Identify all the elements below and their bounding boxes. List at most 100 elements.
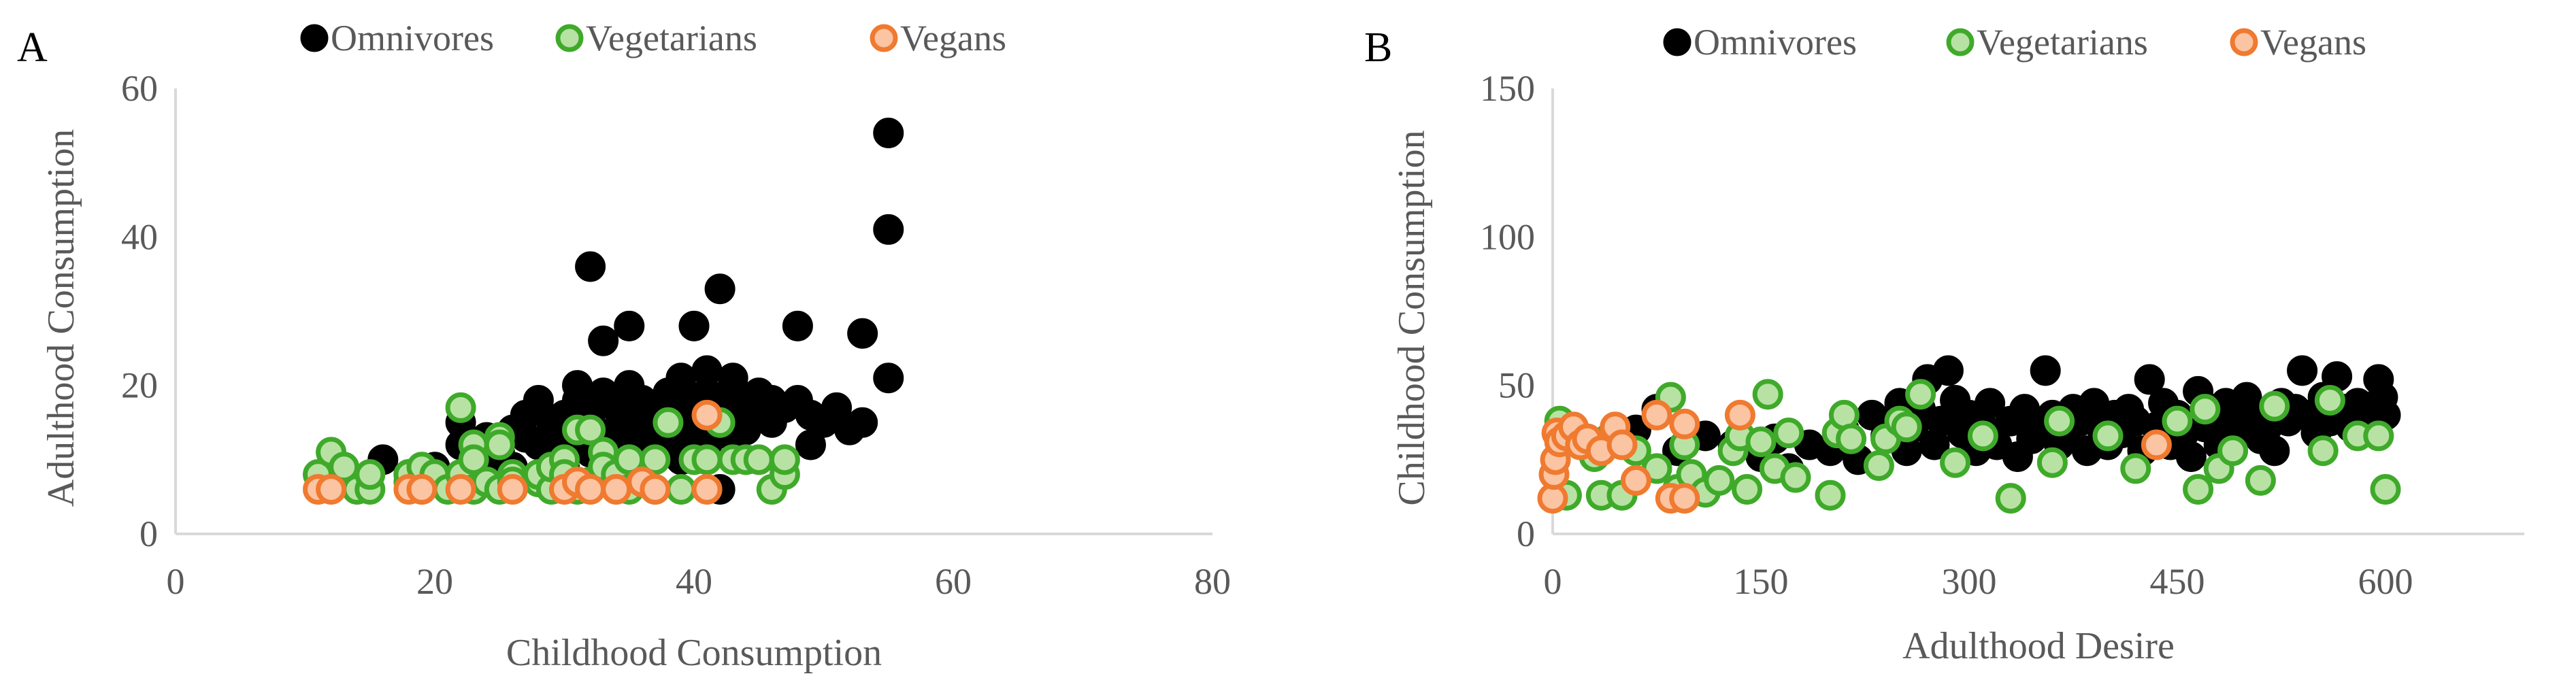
omnivores-point: [575, 251, 606, 282]
x-tick-label: 80: [1194, 561, 1231, 602]
omnivores-point: [2175, 441, 2207, 472]
vegans-point: [316, 474, 347, 505]
omnivores-point: [873, 214, 904, 245]
vegetarians-point: [484, 429, 515, 460]
vegetarians-point: [2363, 420, 2394, 452]
omnivores-point: [704, 273, 736, 305]
legend-label-vegans: Vegans: [2260, 22, 2366, 63]
vegetarians-point: [354, 459, 386, 490]
vegetarians-point: [1836, 423, 1867, 454]
vegetarians-point: [1704, 465, 1735, 496]
y-tick-label: 60: [121, 68, 158, 109]
x-tick-label: 0: [1544, 561, 1562, 602]
points-a: [303, 118, 904, 505]
omnivores-point: [873, 363, 904, 394]
x-tick-label: 60: [935, 561, 972, 602]
omnivores-point: [523, 385, 554, 416]
y-tick-label: 40: [121, 216, 158, 257]
vegans-point: [1669, 483, 1700, 514]
panel-b: B Omnivores Vegetarians Vegans 0 150 300 450 6…: [1364, 22, 2524, 667]
vegans-point: [2141, 429, 2172, 460]
vegetarians-point: [1967, 420, 1998, 452]
x-tick-label: 20: [416, 561, 453, 602]
x-tick-label: 450: [2150, 561, 2205, 602]
omnivores-point: [2259, 435, 2290, 467]
legend-marker-vegetarians: [555, 24, 584, 52]
vegans-point: [575, 474, 606, 505]
panel-a: A Omnivores Vegetarians Vegans 0 20 40 60 80 0 2…: [17, 18, 1231, 674]
vegetarians-point: [640, 444, 671, 475]
x-tick-label: 600: [2358, 561, 2413, 602]
x-tick-label: 150: [1734, 561, 1789, 602]
vegetarians-point: [769, 444, 800, 475]
panel-b-letter: B: [1364, 24, 1392, 71]
x-tick-label: 0: [167, 561, 185, 602]
vegans-point: [1620, 465, 1651, 496]
legend-marker-omnivores: [300, 24, 329, 52]
y-tick-label: 50: [1498, 365, 1535, 406]
vegetarians-point: [2190, 394, 2221, 425]
omnivores-point: [2030, 355, 2061, 386]
legend-marker-vegans: [870, 24, 898, 52]
legend-marker-omnivores: [1663, 28, 1691, 56]
ticks-a: 0 20 40 60 80 0 20 40 60: [121, 68, 1231, 602]
vegetarians-point: [2036, 447, 2068, 478]
vegans-point: [445, 474, 476, 505]
vegetarians-point: [665, 474, 697, 505]
omnivores-point: [847, 318, 878, 349]
vegetarians-point: [1905, 379, 1936, 410]
omnivores-point: [873, 118, 904, 148]
y-axis-label-a: Adulthood Consumption: [40, 129, 82, 507]
vegetarians-point: [2120, 453, 2151, 484]
legend-label-vegetarians: Vegetarians: [586, 18, 757, 58]
vegetarians-point: [1863, 450, 1894, 482]
x-axis-label-b: Adulthood Desire: [1902, 625, 2175, 667]
vegetarians-point: [691, 444, 723, 475]
vegetarians-point: [2092, 420, 2124, 452]
ticks-b: 0 150 300 450 600 0 50 100 150: [1480, 68, 2413, 602]
omnivores-point: [847, 407, 878, 438]
y-tick-label: 20: [121, 365, 158, 406]
points-b: [1537, 355, 2401, 514]
omnivores-point: [782, 310, 813, 341]
omnivores-point: [1932, 355, 1964, 386]
vegans-point: [1641, 399, 1672, 431]
x-tick-label: 300: [1942, 561, 1997, 602]
vegetarians-point: [2245, 465, 2276, 496]
vegetarians-point: [458, 444, 489, 475]
y-tick-label: 0: [1517, 513, 1535, 554]
vegans-point: [1724, 399, 1755, 431]
legend-label-vegans: Vegans: [900, 18, 1006, 58]
vegetarians-point: [445, 392, 476, 423]
vegetarians-point: [2162, 405, 2193, 437]
vegans-point: [406, 474, 437, 505]
vegetarians-point: [2314, 385, 2345, 416]
vegetarians-point: [2183, 474, 2214, 505]
vegans-point: [640, 474, 671, 505]
vegans-point: [1606, 429, 1638, 460]
y-tick-label: 0: [139, 513, 158, 554]
vegetarians-point: [2044, 405, 2075, 437]
vegans-point: [601, 474, 632, 505]
legend-a: Omnivores Vegetarians Vegans: [300, 18, 1006, 58]
omnivores-point: [1975, 388, 2006, 419]
vegetarians-point: [1780, 462, 1811, 493]
vegans-point: [691, 399, 723, 431]
omnivores-point: [691, 355, 723, 386]
vegetarians-point: [1732, 474, 1763, 505]
vegetarians-point: [1752, 379, 1783, 410]
vegetarians-point: [2307, 435, 2339, 467]
legend-marker-vegetarians: [1946, 28, 1975, 56]
legend-label-vegetarians: Vegetarians: [1977, 22, 2148, 63]
vegetarians-point: [1940, 447, 1971, 478]
vegetarians-point: [2217, 435, 2249, 467]
vegetarians-point: [743, 444, 774, 475]
omnivores-point: [2134, 364, 2165, 395]
vegans-point: [497, 474, 528, 505]
vegetarians-point: [1815, 479, 1846, 511]
vegans-point: [691, 474, 723, 505]
vegetarians-point: [2370, 474, 2401, 505]
panel-a-letter: A: [17, 24, 48, 71]
omnivores-point: [821, 392, 853, 423]
